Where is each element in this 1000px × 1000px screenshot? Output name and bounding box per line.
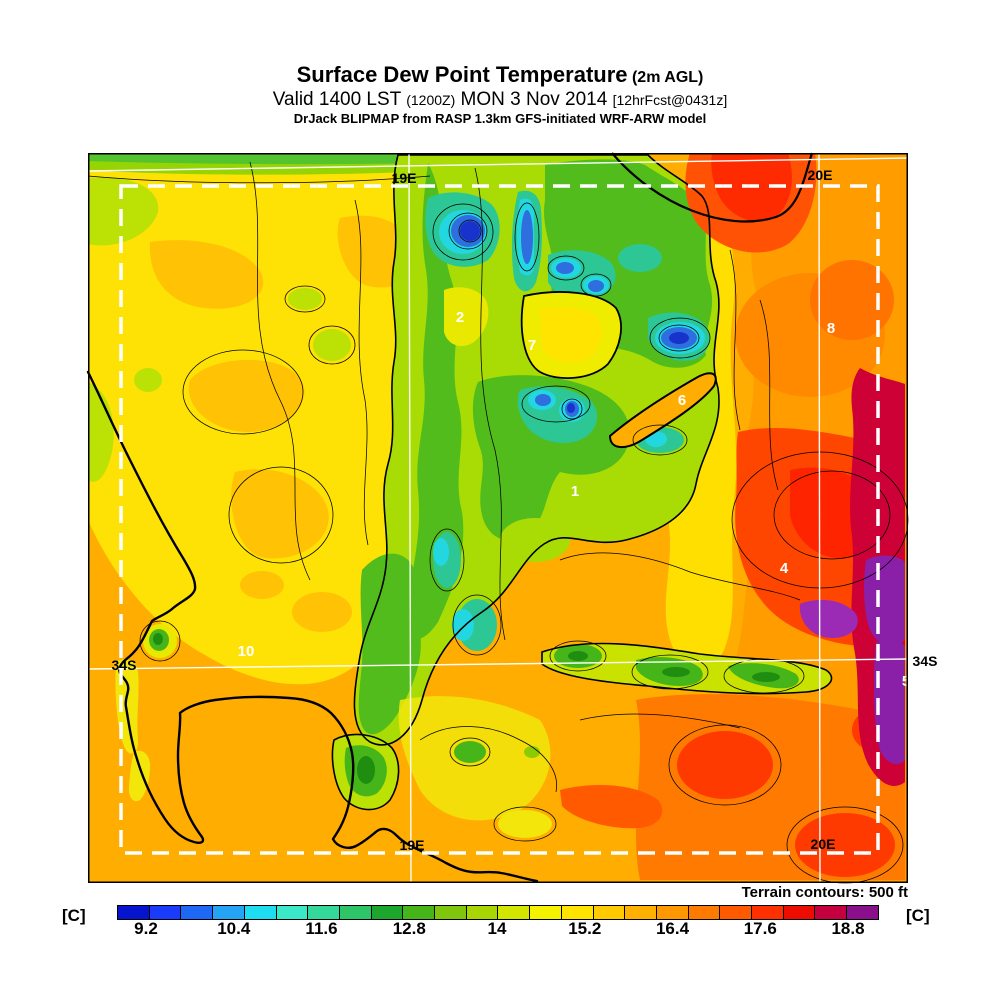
colorbar-tick-label: 15.2 bbox=[568, 919, 602, 938]
colorbar-segment bbox=[403, 906, 436, 919]
site-labels: 2 7 6 8 1 4 10 5 bbox=[238, 309, 911, 690]
latlon-grid bbox=[87, 152, 909, 884]
colorbar-segment bbox=[118, 906, 150, 919]
grid-label-19e: 19E bbox=[400, 837, 425, 853]
colorbar-tick-label: 12.8 bbox=[392, 919, 426, 938]
colorbar-segment bbox=[593, 906, 626, 919]
terrain-contours-note: Terrain contours: 500 ft bbox=[741, 884, 908, 901]
grid-label-20e: 20E bbox=[808, 167, 833, 183]
grid-label-19e: 19E bbox=[392, 170, 417, 186]
plot-title-line: Surface Dew Point Temperature (2m AGL) bbox=[0, 62, 1000, 87]
grid-label-20e: 20E bbox=[811, 836, 836, 852]
map-border bbox=[88, 153, 908, 883]
colorbar-segment bbox=[308, 906, 340, 919]
colorbar-segment bbox=[181, 906, 214, 919]
grid-line-20E bbox=[818, 152, 821, 884]
site-label-7: 7 bbox=[528, 337, 536, 354]
valid-time-line: Valid 1400 LST (1200Z) MON 3 Nov 2014 [1… bbox=[0, 89, 1000, 111]
colorbar-segment bbox=[561, 906, 594, 919]
colorbar-segment bbox=[371, 906, 404, 919]
grid-line-34S bbox=[87, 658, 909, 670]
colorbar-segment bbox=[435, 906, 467, 919]
colorbar-tick-label: 17.6 bbox=[743, 919, 777, 938]
valid-time: Valid 1400 LST bbox=[272, 89, 401, 111]
plot-title: Surface Dew Point Temperature bbox=[296, 62, 628, 87]
colorbar-tick-label: 16.4 bbox=[655, 919, 690, 938]
site-label-4: 4 bbox=[780, 560, 789, 577]
colorbar-segment bbox=[688, 906, 721, 919]
domain-boundary-dashed bbox=[119, 184, 880, 855]
colorbar-segment bbox=[213, 906, 245, 919]
valid-zulu: (1200Z) bbox=[406, 92, 456, 109]
colorbar-tick-label: 18.8 bbox=[831, 919, 865, 938]
grid-line-19E bbox=[408, 152, 412, 884]
colorbar-segment bbox=[276, 906, 309, 919]
colorbar-segment bbox=[339, 906, 372, 919]
dewpoint-field bbox=[88, 153, 908, 883]
colorbar-segment bbox=[815, 906, 848, 919]
colorbar-segment bbox=[656, 906, 689, 919]
colorbar-segment bbox=[847, 906, 878, 919]
colorbar-segment bbox=[783, 906, 816, 919]
colorbar-unit-right: [C] bbox=[906, 906, 930, 925]
colorbar-segment bbox=[498, 906, 531, 919]
geo-labels: 19E 20E 34S 34S 19E 20E bbox=[112, 167, 938, 853]
colorbar-segment bbox=[625, 906, 657, 919]
colorbar-tick-label: 11.6 bbox=[305, 919, 338, 938]
colorbar-unit-left: [C] bbox=[62, 906, 86, 925]
site-label-5: 5 bbox=[902, 673, 910, 690]
site-label-8: 8 bbox=[827, 320, 835, 337]
coastline bbox=[86, 370, 539, 883]
model-line: DrJack BLIPMAP from RASP 1.3km GFS-initi… bbox=[293, 111, 707, 127]
plot-header: Surface Dew Point Temperature (2m AGL) V… bbox=[0, 62, 1000, 127]
grid-label-34s: 34S bbox=[913, 653, 938, 669]
site-label-6: 6 bbox=[678, 392, 686, 409]
forecast-info: [12hrFcst@0431z] bbox=[612, 92, 728, 109]
site-label-1: 1 bbox=[571, 483, 579, 500]
plot-title-suffix: (2m AGL) bbox=[631, 69, 704, 86]
colorbar-segment bbox=[720, 906, 753, 919]
colorbar-tick-label: 9.2 bbox=[134, 919, 158, 938]
grid-label-34s: 34S bbox=[112, 657, 137, 673]
valid-date: MON 3 Nov 2014 bbox=[460, 89, 608, 111]
colorbar bbox=[117, 905, 879, 920]
dewpoint-map: 19E 20E 34S 34S 19E 20E 2 7 6 8 1 4 10 5 bbox=[86, 152, 937, 884]
colorbar-segment bbox=[530, 906, 562, 919]
colorbar-tick-label: 10.4 bbox=[217, 919, 251, 938]
colorbar-segment bbox=[752, 906, 784, 919]
site-label-10: 10 bbox=[238, 643, 255, 660]
colorbar-tick-label: 14 bbox=[487, 919, 507, 938]
colorbar-segment bbox=[244, 906, 277, 919]
colorbar-ticks: 9.2 10.4 11.6 12.8 14 15.2 16.4 17.6 18.8 bbox=[0, 919, 1000, 941]
site-label-2: 2 bbox=[456, 309, 464, 326]
colorbar-segment bbox=[466, 906, 499, 919]
grid-line-top-lat bbox=[87, 157, 909, 172]
colorbar-segment bbox=[149, 906, 182, 919]
